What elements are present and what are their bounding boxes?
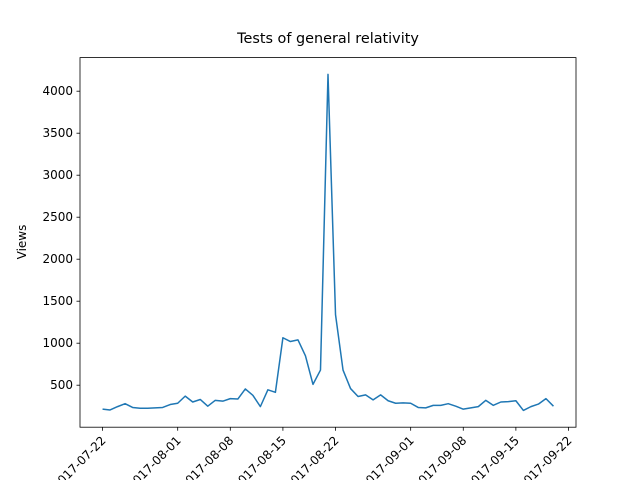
y-tick-label: 1000	[42, 336, 73, 350]
y-tick-label: 3500	[42, 126, 73, 140]
y-tick-label: 1500	[42, 294, 73, 308]
line-series	[102, 73, 554, 412]
chart-title: Tests of general relativity	[236, 31, 419, 47]
y-axis-label: Views	[15, 225, 29, 260]
y-tick-label: 3000	[42, 168, 73, 182]
y-tick-label: 2000	[42, 252, 73, 266]
plot-frame	[79, 57, 577, 428]
y-tick-label: 4000	[42, 84, 73, 98]
y-tick-label: 2500	[42, 210, 73, 224]
y-tick-label: 500	[50, 378, 73, 392]
